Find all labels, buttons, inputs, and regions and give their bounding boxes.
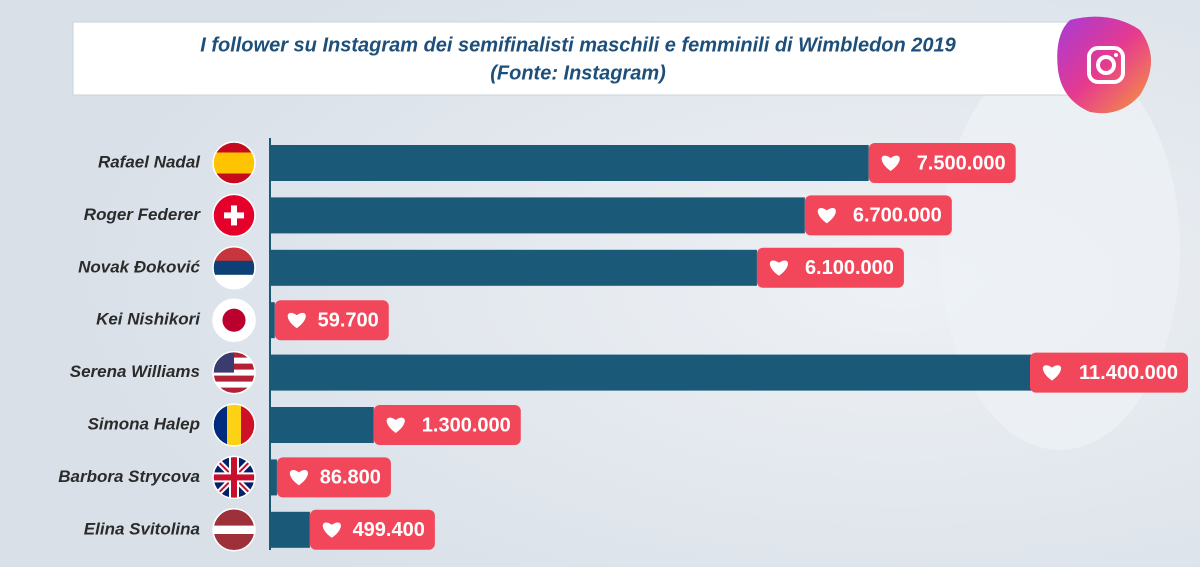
heart-icon <box>881 155 900 171</box>
value-label: 499.400 <box>353 519 425 541</box>
bar <box>270 302 275 339</box>
flag-stripe <box>213 173 255 184</box>
chart-title: I follower su Instagram dei semifinalist… <box>200 34 956 56</box>
value-badge: 6.100.000 <box>756 247 904 288</box>
value-label: 6.100.000 <box>805 257 894 279</box>
value-badge-bg <box>868 143 1016 183</box>
bar <box>270 197 805 234</box>
flag-stripe <box>213 375 255 383</box>
row: Simona Halep 1.300.000 <box>88 403 521 447</box>
value-badge: 7.500.000 <box>868 143 1016 183</box>
row: Kei Nishikori 59.700 <box>96 298 389 342</box>
flag-stripe <box>213 260 255 276</box>
heart-icon <box>322 522 341 538</box>
value-label: 7.500.000 <box>917 152 1006 174</box>
value-badge: 6.700.000 <box>804 195 952 236</box>
row: Barbora Strycova 86.800 <box>58 455 391 500</box>
category-label: Serena Williams <box>70 362 200 381</box>
chart-subtitle: (Fonte: Instagram) <box>490 62 666 84</box>
flag-disc <box>222 308 246 332</box>
flag <box>213 351 255 394</box>
flag-border <box>212 141 256 185</box>
flag-border <box>212 455 256 500</box>
bar <box>270 407 374 443</box>
value-label: 11.400.000 <box>1079 362 1178 384</box>
value-badge: 1.300.000 <box>373 405 521 445</box>
value-label: 1.300.000 <box>422 414 511 436</box>
flag-stripe <box>227 404 242 446</box>
value-badge-bg <box>804 195 952 236</box>
flag-stripe <box>213 381 255 389</box>
row: Novak Đoković 6.100.000 <box>78 246 904 290</box>
bar <box>270 145 869 181</box>
heart-icon <box>287 312 306 329</box>
row: Roger Federer 6.700.000 <box>84 193 952 238</box>
value-label: 59.700 <box>318 309 379 331</box>
bar <box>270 459 277 496</box>
value-badge-bg <box>1030 352 1188 393</box>
flag <box>213 194 255 237</box>
value-badge: 86.800 <box>276 457 391 498</box>
flag-stripe <box>213 369 255 377</box>
flag-border <box>212 508 256 552</box>
flag-stripe <box>213 534 255 551</box>
value-badge-bg <box>373 405 521 445</box>
heart-icon <box>386 417 405 433</box>
value-badge: 59.700 <box>274 300 389 341</box>
flag-stripe <box>213 508 255 527</box>
rows: Rafael Nadal 7.500.000 Roger Federer 6.700.… <box>58 141 1188 552</box>
title-box <box>72 21 1084 96</box>
value-badge: 499.400 <box>309 509 435 550</box>
bar <box>270 354 1180 391</box>
flag <box>213 508 255 551</box>
flag-stripe <box>213 387 255 394</box>
flag-stripe <box>213 142 255 153</box>
flag-border <box>212 298 256 342</box>
value-badge-bg <box>309 509 435 550</box>
category-label: Roger Federer <box>84 205 202 224</box>
bar <box>270 511 310 548</box>
value-badge: 11.400.000 <box>1030 352 1188 393</box>
value-label: 6.700.000 <box>853 205 942 227</box>
flag-stripe <box>213 152 255 174</box>
flag-cross <box>213 474 255 481</box>
instagram-icon <box>1057 16 1151 114</box>
flag-border <box>212 246 256 290</box>
heart-icon <box>1042 365 1062 381</box>
category-label: Elina Svitolina <box>84 519 200 538</box>
bar <box>270 249 757 286</box>
flag-border <box>212 193 256 238</box>
flag-cross <box>224 212 244 219</box>
category-label: Barbora Strycova <box>58 467 200 486</box>
value-badge-bg <box>274 300 389 341</box>
category-label: Simona Halep <box>88 414 200 433</box>
category-label: Rafael Nadal <box>98 152 201 171</box>
flag <box>213 299 255 342</box>
heart-icon <box>769 260 788 276</box>
heart-icon <box>289 470 308 486</box>
flag <box>213 142 255 184</box>
value-badge-bg <box>276 457 391 498</box>
flag-border <box>212 350 256 395</box>
flag-border <box>212 403 256 447</box>
value-label: 86.800 <box>320 467 381 489</box>
flag <box>213 456 255 499</box>
flag-stripe <box>213 525 255 535</box>
row: Rafael Nadal 7.500.000 <box>98 141 1016 185</box>
row: Elina Svitolina 499.400 <box>84 508 435 552</box>
heart-icon <box>817 208 836 224</box>
value-badge-bg <box>756 247 904 288</box>
category-label: Novak Đoković <box>78 257 200 276</box>
row: Serena Williams 11.400.000 <box>70 350 1188 395</box>
category-label: Kei Nishikori <box>96 310 201 329</box>
